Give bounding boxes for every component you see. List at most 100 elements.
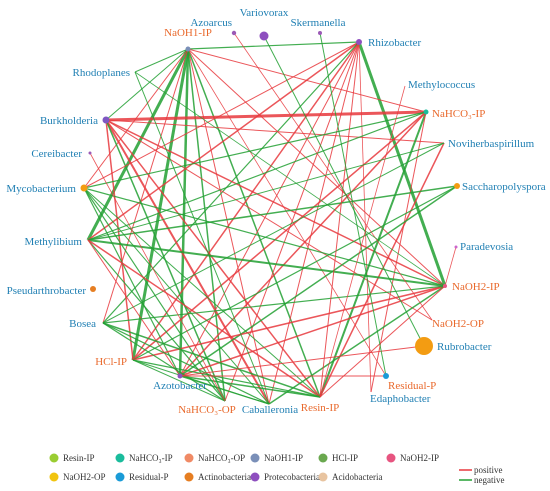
edge-negative-rhizobacter-bosea bbox=[102, 41, 360, 324]
edge-negative-naoh1ip-resinip bbox=[187, 48, 321, 398]
node-label-naoh1ip: NaOH1-IP bbox=[164, 27, 212, 39]
edge-positive-noviherbaspirillum-resinip bbox=[319, 142, 445, 398]
legend-label-2: NaHCO₃-OP bbox=[198, 453, 245, 463]
legend-swatch-9 bbox=[250, 472, 260, 482]
legend-swatch-5 bbox=[386, 453, 396, 463]
edge-negative-mycobacterium-nahco3op bbox=[83, 187, 226, 402]
node-label-hclip: HCl-IP bbox=[95, 356, 127, 368]
edge-negative-naoh1ip-rhizobacter bbox=[187, 41, 360, 50]
legend-swatch-6 bbox=[49, 472, 59, 482]
node-label-caballeronia: Caballeronia bbox=[242, 404, 298, 416]
edge-negative-bosea-caballeronia bbox=[102, 322, 270, 405]
legend-swatch-8 bbox=[184, 472, 194, 482]
edge-negative-noviherbaspirillum-bosea bbox=[102, 142, 445, 324]
legend: Resin-IP NaHCO₃-IP NaHCO₃-OP NaOH1-IP HCl-IP… bbox=[49, 453, 505, 485]
edge-negative-skermanella-residualp bbox=[319, 32, 387, 377]
edge-positive-resinip-rhizobacter bbox=[319, 41, 360, 398]
node-variovorax bbox=[259, 31, 269, 41]
node-pseudarthrobacter bbox=[90, 286, 96, 292]
node-azotobacter bbox=[177, 373, 183, 379]
node-label-skermanella: Skermanella bbox=[291, 17, 346, 29]
edge-positive-naoh1ip-residualp bbox=[187, 48, 387, 377]
edge-negative-naoh1ip-nahco3op bbox=[187, 48, 226, 402]
legend-swatch-1 bbox=[115, 453, 125, 463]
edge-negative-bosea-resinip bbox=[102, 322, 321, 398]
edge-negative-nahco3ip-methylibium bbox=[87, 111, 427, 241]
node-label-rhizobacter: Rhizobacter bbox=[368, 37, 421, 49]
edge-positive-naoh2ip-resinip bbox=[319, 285, 446, 398]
edge-positive-burkholderia-noviherbaspirillum bbox=[105, 119, 445, 144]
edge-negative-naoh1ip-methylibium bbox=[86, 48, 190, 241]
node-label-nahco3ip: NaHCO₃-IP bbox=[432, 108, 485, 120]
node-label-edaphobacter: Edaphobacter bbox=[370, 393, 431, 405]
node-saccharopolyspora bbox=[454, 183, 460, 189]
edge-positive-nahco3ip-hclip bbox=[132, 111, 427, 361]
node-label-resinip: Resin-IP bbox=[301, 402, 340, 414]
node-nahco3ip bbox=[423, 109, 429, 115]
legend-swatch-0 bbox=[49, 453, 59, 463]
legend-swatch-4 bbox=[318, 453, 328, 463]
node-label-saccharopolyspora: Saccharopolyspora bbox=[462, 181, 546, 193]
node-burkholderia bbox=[102, 116, 110, 124]
edge-positive-rhizobacter-methylibium bbox=[87, 41, 360, 241]
edge-negative-azotobacter-caballeronia bbox=[179, 375, 270, 405]
edge-negative-naoh2ip-bosea bbox=[102, 285, 446, 324]
edge-positive-azoarcus-naoh2op bbox=[233, 32, 433, 321]
node-mycobacterium bbox=[80, 184, 88, 192]
edge-positive-methylococcus-resinip bbox=[319, 85, 406, 398]
legend-swatch-7 bbox=[115, 472, 125, 482]
edge-negative-rhodoplanes-naoh2ip bbox=[134, 71, 446, 287]
edge-negative-azotobacter-resinip bbox=[179, 375, 321, 398]
edge-negative-mycobacterium-resinip bbox=[83, 187, 321, 398]
node-label-methylococcus: Methylococcus bbox=[408, 79, 475, 91]
edge-positive-naoh1ip-naoh2ip bbox=[187, 48, 446, 287]
edge-positive-rhizobacter-edaphobacter bbox=[358, 41, 372, 393]
edge-positive-rhizobacter-hclip bbox=[132, 41, 360, 361]
node-label-cereibacter: Cereibacter bbox=[31, 148, 82, 160]
edge-positive-azotobacter-rubrobacter bbox=[179, 345, 425, 377]
node-label-residualp: Residual-P bbox=[388, 380, 436, 392]
legend-swatch-3 bbox=[250, 453, 260, 463]
node-label-variovorax: Variovorax bbox=[240, 7, 289, 19]
node-naoh1ip bbox=[185, 46, 191, 52]
legend-label-0: Resin-IP bbox=[63, 453, 95, 463]
edge-negative-mycobacterium-naoh2ip bbox=[83, 187, 446, 287]
edge-positive-burkholderia-caballeronia bbox=[105, 119, 270, 405]
node-label-pseudarthrobacter: Pseudarthrobacter bbox=[7, 285, 87, 297]
node-label-methylibium: Methylibium bbox=[25, 236, 83, 248]
legend-label-7: Residual-P bbox=[129, 472, 169, 482]
node-label-nahco3op: NaHCO₃-OP bbox=[178, 404, 236, 416]
edge-negative-nahco3ip-resinip bbox=[319, 111, 427, 398]
node-label-naoh2op: NaOH2-OP bbox=[432, 318, 484, 330]
edge-positive-naoh2ip-paradevosia bbox=[444, 246, 457, 287]
node-skermanella bbox=[318, 31, 322, 35]
edge-negative-rhizobacter-naoh2ip bbox=[357, 41, 447, 287]
edge-legend-label-negative: negative bbox=[474, 475, 505, 485]
edge-negative-caballeronia-rhodoplanes bbox=[134, 71, 270, 405]
edge-positive-rhizobacter-azotobacter bbox=[179, 41, 360, 377]
node-rhizobacter bbox=[356, 39, 362, 45]
edge-positive-rhizobacter-caballeronia bbox=[268, 41, 360, 405]
legend-label-5: NaOH2-IP bbox=[400, 453, 439, 463]
node-label-rhodoplanes: Rhodoplanes bbox=[73, 67, 130, 79]
legend-label-6: NaOH2-OP bbox=[63, 472, 106, 482]
node-label-azotobacter: Azotobacter bbox=[153, 380, 207, 392]
node-label-mycobacterium: Mycobacterium bbox=[6, 183, 76, 195]
edge-layer bbox=[83, 32, 458, 405]
edge-legend-label-positive: positive bbox=[474, 465, 503, 475]
legend-label-8: Actinobacteria bbox=[198, 472, 251, 482]
node-label-bosea: Bosea bbox=[69, 318, 96, 330]
edge-negative-naoh1ip-rhodoplanes bbox=[134, 48, 189, 73]
edge-negative-mycobacterium-azotobacter bbox=[83, 187, 181, 377]
legend-swatch-2 bbox=[184, 453, 194, 463]
legend-label-4: HCl-IP bbox=[332, 453, 358, 463]
node-label-noviherbaspirillum: Noviherbaspirillum bbox=[448, 138, 535, 150]
edge-negative-bosea-nahco3op bbox=[102, 322, 226, 402]
node-layer bbox=[80, 30, 460, 379]
edge-negative-hclip-nahco3op bbox=[132, 359, 226, 402]
edge-positive-methylibium-resinip bbox=[87, 239, 321, 398]
edge-positive-mycobacterium-rhizobacter bbox=[83, 41, 360, 189]
edge-positive-nahco3ip-azotobacter bbox=[179, 111, 427, 377]
edge-positive-naoh1ip-bosea bbox=[102, 48, 189, 324]
